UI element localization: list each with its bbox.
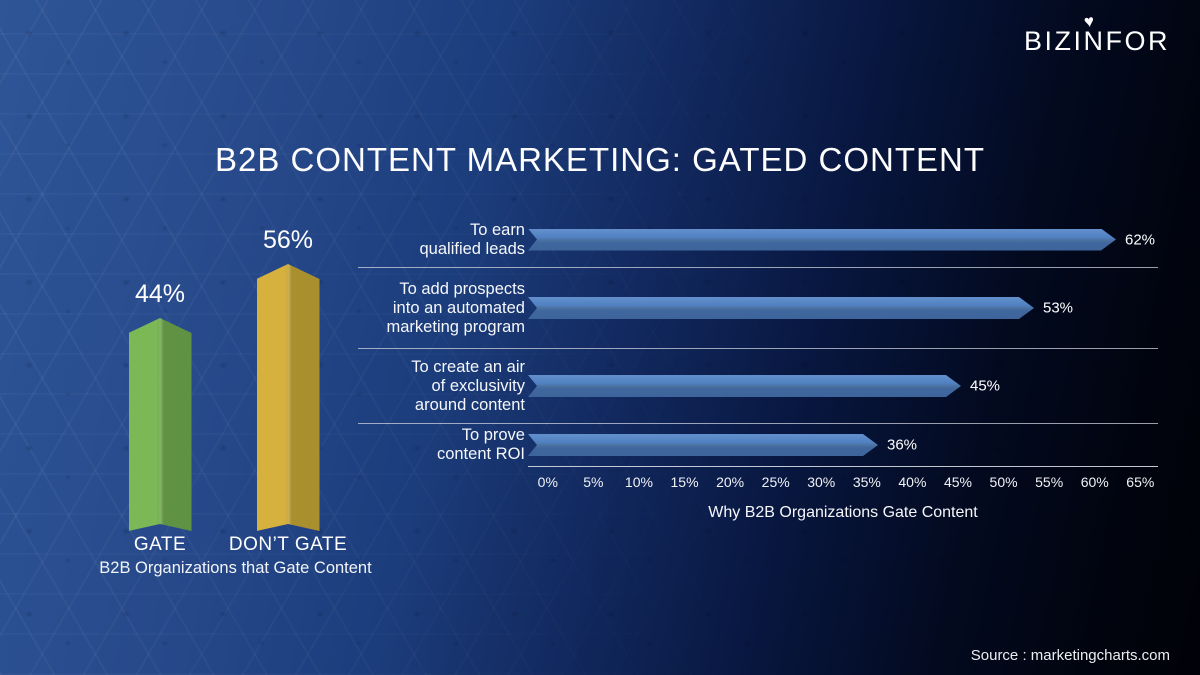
bar-row: To add prospects into an automated marke…	[358, 268, 1158, 349]
column-value-label: 44%	[134, 280, 186, 308]
bar-value-label: 45%	[970, 377, 1001, 395]
column-category-label: DON’T GATE	[228, 534, 348, 555]
column-bar-gate	[129, 318, 192, 531]
x-tick-label: 10%	[624, 474, 653, 490]
bar-track: 62%	[528, 212, 1158, 267]
bar	[528, 375, 961, 397]
x-tick-label: 55%	[1035, 474, 1064, 490]
x-tick-label: 0%	[537, 474, 558, 490]
x-axis-line	[528, 466, 1158, 467]
bar-track: 36%	[528, 424, 1158, 466]
horizontal-bar-chart: To earn qualified leads 62% To add prosp…	[358, 212, 1158, 522]
bar-category-label: To create an air of exclusivity around c…	[411, 357, 525, 414]
bar-row: To create an air of exclusivity around c…	[358, 349, 1158, 424]
x-tick-label: 50%	[989, 474, 1018, 490]
bar-value-label: 62%	[1125, 231, 1156, 248]
x-axis-ticks: 0% 5% 10% 15% 20% 25% 30% 35% 40% 45% 50% 55% 60% 65%	[525, 474, 1163, 490]
brand-name: BIZINFOR	[1024, 26, 1170, 56]
column-value-label: 56%	[262, 226, 314, 254]
column-gate: 44%	[120, 280, 200, 531]
x-tick-label: 45%	[943, 474, 972, 490]
bar	[528, 434, 878, 456]
bar-row: To prove content ROI 36%	[358, 424, 1158, 466]
column-dont-gate: 56%	[248, 226, 328, 531]
bar-category-label: To prove content ROI	[436, 426, 525, 463]
bar-category-label: To earn qualified leads	[419, 220, 526, 258]
bar	[528, 297, 1034, 319]
x-tick-label: 5%	[583, 474, 604, 490]
column-category-label: GATE	[133, 534, 187, 555]
bar-track: 53%	[528, 268, 1158, 348]
x-tick-label: 15%	[670, 474, 699, 490]
column-bar-dont-gate	[257, 264, 320, 531]
x-axis-title: Why B2B Organizations Gate Content	[708, 504, 978, 521]
bar	[528, 229, 1116, 251]
x-tick-label: 30%	[807, 474, 836, 490]
column-chart-caption: B2B Organizations that Gate Content	[99, 559, 372, 577]
x-tick-label: 60%	[1080, 474, 1109, 490]
bar-track: 45%	[528, 349, 1158, 423]
heart-icon: ♥	[1082, 11, 1096, 32]
x-tick-label: 65%	[1126, 474, 1155, 490]
page-title: B2B CONTENT MARKETING: GATED CONTENT	[214, 141, 985, 178]
brand-logo: ♥ BIZINFOR	[1024, 11, 1170, 57]
bar-category-label: To add prospects into an automated marke…	[386, 279, 525, 336]
x-tick-label: 25%	[761, 474, 790, 490]
x-tick-label: 20%	[716, 474, 745, 490]
bar-value-label: 53%	[1043, 299, 1074, 317]
source-credit: Source : marketingcharts.com	[970, 647, 1170, 664]
bar-row: To earn qualified leads 62%	[358, 212, 1158, 268]
bar-value-label: 36%	[887, 436, 918, 454]
x-tick-label: 40%	[898, 474, 927, 490]
x-tick-label: 35%	[852, 474, 881, 490]
